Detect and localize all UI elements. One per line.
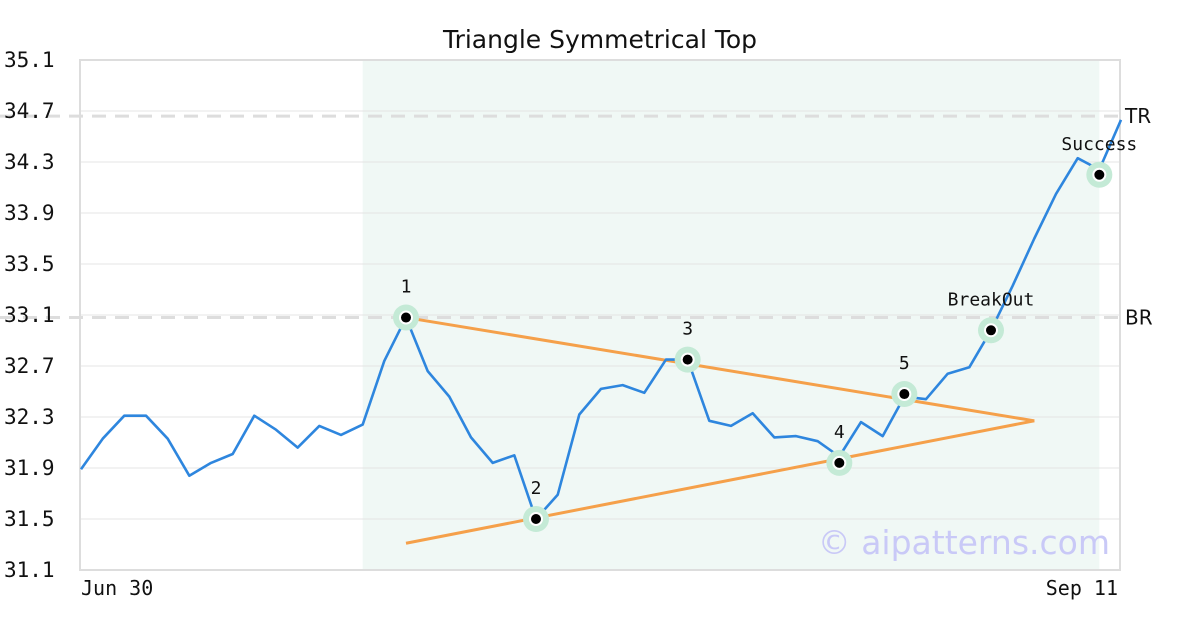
point-marker-5 xyxy=(897,387,912,402)
reference-label-br: BR xyxy=(1125,306,1153,330)
pattern-points-layer: 1 2 3 4 5 BreakOut Success xyxy=(393,134,1137,532)
point-label-4: 4 xyxy=(834,422,845,443)
y-tick-label: 33.1 xyxy=(4,303,55,327)
x-tick-start: Jun 30 xyxy=(81,576,153,600)
reference-lines-layer: TR BR xyxy=(0,104,1153,330)
trendlines-layer xyxy=(405,316,1035,545)
y-tick-label: 33.5 xyxy=(4,252,55,276)
point-marker-1 xyxy=(399,310,413,325)
point-label-2: 2 xyxy=(531,478,542,499)
x-tick-end: Sep 11 xyxy=(1046,576,1118,600)
y-axis-ticks: 31.1 31.5 31.9 32.3 32.7 33.1 33.5 33.9 34.3 34.7… xyxy=(4,48,55,582)
triangle-trendline xyxy=(405,419,1035,545)
watermark: © aipatterns.com xyxy=(818,523,1110,562)
y-tick-label: 31.9 xyxy=(4,456,55,480)
point-marker-4 xyxy=(832,455,847,470)
point-label-1: 1 xyxy=(401,277,412,298)
point-label-3: 3 xyxy=(682,319,693,340)
y-tick-label: 34.7 xyxy=(4,99,55,123)
y-tick-label: 34.3 xyxy=(4,150,55,174)
point-marker-success xyxy=(1092,167,1107,182)
point-marker-2 xyxy=(529,512,543,526)
plot-frame xyxy=(79,59,1121,571)
reference-label-tr: TR xyxy=(1124,104,1151,128)
point-label-breakout: BreakOut xyxy=(948,289,1035,310)
point-marker-breakout xyxy=(984,323,998,338)
y-tick-label: 32.3 xyxy=(4,405,55,429)
point-label-success: Success xyxy=(1061,134,1137,155)
y-tick-label: 33.9 xyxy=(4,201,55,225)
y-tick-label: 35.1 xyxy=(4,48,55,72)
y-tick-label: 31.1 xyxy=(4,558,55,582)
y-tick-label: 32.7 xyxy=(4,354,55,378)
chart-title: Triangle Symmetrical Top xyxy=(442,25,757,54)
price-series-line xyxy=(79,119,1123,521)
point-label-5: 5 xyxy=(899,353,910,374)
y-tick-label: 31.5 xyxy=(4,507,55,531)
point-marker-3 xyxy=(680,352,695,367)
triangle-trendline xyxy=(405,316,1035,423)
